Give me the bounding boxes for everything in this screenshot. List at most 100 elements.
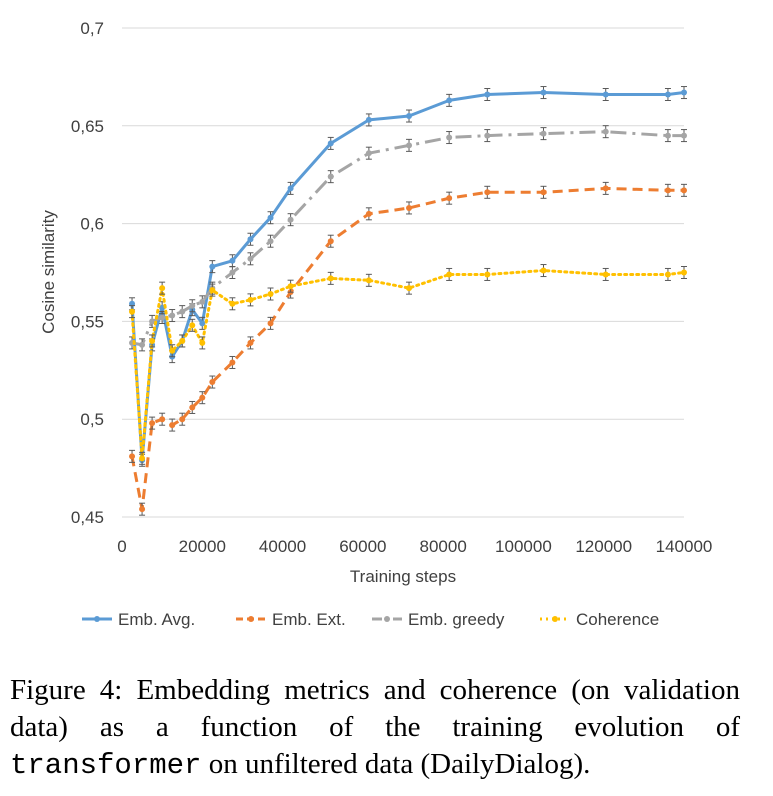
data-point bbox=[602, 128, 609, 135]
y-tick-label: 0,65 bbox=[71, 117, 104, 136]
data-point bbox=[209, 263, 216, 270]
legend-label: Emb. Avg. bbox=[118, 610, 195, 629]
data-point bbox=[139, 506, 146, 513]
data-point bbox=[179, 308, 186, 315]
data-point bbox=[327, 238, 334, 245]
data-point bbox=[267, 320, 274, 327]
data-point bbox=[149, 337, 156, 344]
x-tick-label: 40000 bbox=[259, 537, 306, 556]
data-point bbox=[681, 187, 687, 194]
data-point bbox=[602, 91, 609, 98]
y-tick-label: 0,55 bbox=[71, 312, 104, 331]
data-point bbox=[484, 91, 491, 98]
data-point bbox=[681, 89, 687, 96]
data-point bbox=[229, 359, 236, 366]
legend-marker bbox=[248, 616, 254, 622]
data-point bbox=[247, 236, 254, 243]
legend-marker bbox=[94, 616, 100, 622]
data-point bbox=[179, 416, 186, 423]
series-1 bbox=[129, 181, 687, 516]
data-point bbox=[169, 312, 176, 319]
data-point bbox=[189, 322, 196, 329]
data-point bbox=[327, 275, 334, 282]
data-point bbox=[484, 132, 491, 139]
x-axis-title: Training steps bbox=[350, 567, 456, 586]
legend-label: Emb. Ext. bbox=[272, 610, 346, 629]
data-point bbox=[129, 308, 136, 315]
data-point bbox=[159, 314, 166, 321]
x-tick-label: 80000 bbox=[420, 537, 467, 556]
data-point bbox=[406, 204, 413, 211]
x-tick-label: 140000 bbox=[656, 537, 713, 556]
data-point bbox=[169, 347, 176, 354]
series-lines bbox=[129, 86, 687, 516]
data-point bbox=[229, 269, 236, 276]
data-point bbox=[159, 285, 166, 292]
data-point bbox=[189, 404, 196, 411]
grid-lines bbox=[122, 27, 684, 518]
data-point bbox=[149, 420, 156, 427]
data-point bbox=[540, 189, 547, 196]
data-point bbox=[209, 379, 216, 386]
data-point bbox=[209, 287, 216, 294]
data-point bbox=[540, 89, 547, 96]
data-point bbox=[287, 185, 294, 192]
data-point bbox=[199, 394, 206, 401]
data-point bbox=[446, 195, 453, 202]
caption-code: transformer bbox=[10, 749, 202, 782]
data-point bbox=[365, 210, 372, 217]
data-point bbox=[199, 298, 206, 305]
data-point bbox=[247, 296, 254, 303]
y-tick-labels: 0,45 0,5 0,55 0,6 0,65 0,7 bbox=[71, 19, 104, 527]
data-point bbox=[664, 187, 671, 194]
data-point bbox=[484, 189, 491, 196]
legend-item-0: Emb. Avg. bbox=[82, 610, 195, 629]
data-point bbox=[267, 291, 274, 298]
y-tick-label: 0,7 bbox=[80, 19, 104, 38]
data-point bbox=[287, 283, 294, 290]
data-point bbox=[446, 134, 453, 141]
data-point bbox=[327, 140, 334, 147]
data-point bbox=[406, 142, 413, 149]
x-tick-label: 0 bbox=[117, 537, 126, 556]
data-point bbox=[365, 116, 372, 123]
data-point bbox=[365, 277, 372, 284]
data-point bbox=[229, 257, 236, 264]
x-tick-labels: 0 20000 40000 60000 80000 100000 120000 140000 bbox=[117, 537, 712, 556]
data-point bbox=[406, 285, 413, 292]
series-line bbox=[130, 186, 684, 511]
data-point bbox=[681, 132, 687, 139]
data-point bbox=[446, 97, 453, 104]
legend-label: Coherence bbox=[576, 610, 659, 629]
y-tick-label: 0,6 bbox=[80, 215, 104, 234]
x-tick-label: 20000 bbox=[179, 537, 226, 556]
data-point bbox=[267, 238, 274, 245]
legend-marker bbox=[384, 616, 390, 622]
x-tick-label: 120000 bbox=[575, 537, 632, 556]
x-tick-label: 60000 bbox=[339, 537, 386, 556]
figure-caption: Figure 4: Embedding metrics and coherenc… bbox=[10, 672, 740, 784]
data-point bbox=[602, 271, 609, 278]
series-3 bbox=[129, 264, 687, 465]
data-point bbox=[540, 130, 547, 137]
data-point bbox=[139, 455, 146, 462]
data-point bbox=[287, 216, 294, 223]
y-axis-title: Cosine similarity bbox=[39, 210, 58, 334]
data-point bbox=[365, 150, 372, 157]
data-point bbox=[247, 339, 254, 346]
y-tick-label: 0,5 bbox=[80, 410, 104, 429]
data-point bbox=[169, 422, 176, 429]
series-line bbox=[131, 130, 684, 347]
data-point bbox=[406, 113, 413, 120]
data-point bbox=[199, 320, 206, 327]
data-point bbox=[446, 271, 453, 278]
data-point bbox=[327, 173, 334, 180]
data-point bbox=[664, 271, 671, 278]
legend-label: Emb. greedy bbox=[408, 610, 505, 629]
data-point bbox=[229, 300, 236, 307]
legend-marker bbox=[552, 616, 558, 622]
data-point bbox=[199, 339, 206, 346]
data-point bbox=[681, 269, 687, 276]
data-point bbox=[149, 318, 156, 325]
data-point bbox=[664, 132, 671, 139]
